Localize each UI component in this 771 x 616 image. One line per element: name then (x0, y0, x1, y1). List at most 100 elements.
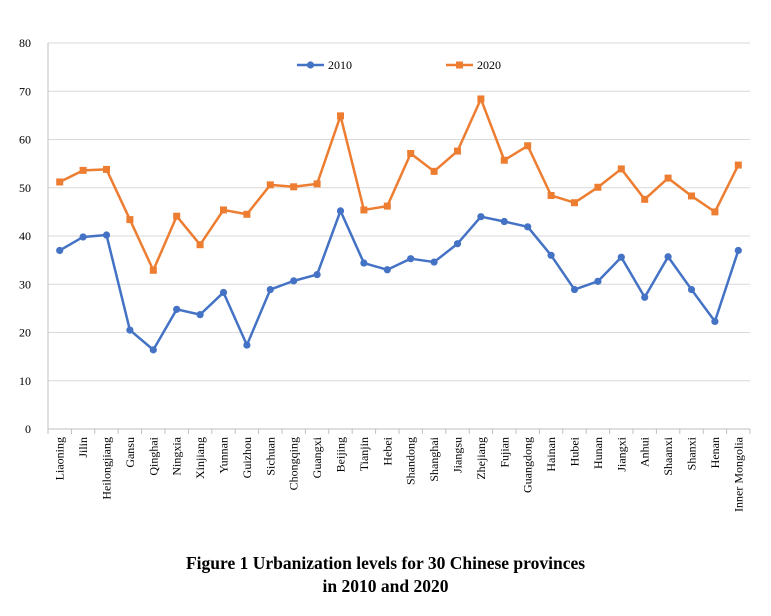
figure-caption-line-2: in 2010 and 2020 (322, 576, 449, 596)
point-2010-hebei (383, 266, 391, 274)
x-tick-label-hubei: Hubei (568, 436, 582, 466)
y-tick-label-40: 40 (19, 229, 31, 243)
series (56, 95, 742, 354)
point-2010-hubei (570, 285, 579, 294)
point-2020-gansu (126, 216, 134, 224)
x-tick-label-anhui: Anhui (638, 436, 652, 467)
point-2020-guangdong (524, 142, 532, 150)
point-2010-zhejiang (477, 213, 485, 221)
point-2020-tianjin (360, 206, 368, 214)
point-2010-gansu (126, 326, 134, 334)
point-2010-hunan (594, 277, 602, 285)
point-2010-jiangxi (617, 253, 625, 261)
x-tick-label-gansu: Gansu (123, 437, 137, 468)
x-tick-label-jiangxi: Jiangxi (614, 436, 628, 471)
point-2010-hainan (547, 251, 555, 259)
point-2010-fujian (500, 217, 508, 226)
point-2010-anhui (641, 293, 649, 301)
legend-label-2020: 2020 (477, 58, 501, 72)
point-2020-anhui (641, 195, 649, 203)
y-axis-tick-labels: 0 10 20 30 40 50 60 70 80 (19, 36, 31, 436)
point-2020-hunan (594, 183, 602, 191)
point-2020-henan (711, 208, 719, 216)
x-axis-tick-labels: Liaoning Jilin Heilongjiang Gansu Qinghai Nin… (53, 436, 746, 512)
y-tick-label-20: 20 (19, 326, 31, 340)
point-2010-jiangsu (453, 240, 462, 248)
x-tick-label-sichuan: Sichuan (263, 437, 277, 476)
x-tick-label-tianjin: Tianjin (357, 437, 371, 471)
point-2010-shaanxi (664, 253, 672, 261)
point-2010-ningxia (173, 305, 181, 313)
y-tick-label-70: 70 (19, 84, 31, 98)
x-tick-label-shandong: Shandong (404, 437, 418, 485)
y-tick-label-50: 50 (19, 181, 31, 195)
axes (47, 43, 751, 434)
x-tick-label-beijing: Beijing (334, 437, 348, 472)
x-tick-label-fujian: Fujian (497, 437, 511, 468)
point-2020-guizhou (243, 210, 251, 218)
x-tick-label-shanghai: Shanghai (427, 436, 441, 481)
point-2020-hebei (383, 202, 391, 210)
point-2020-xinjiang (196, 241, 204, 249)
point-2020-ningxia (173, 212, 181, 220)
x-tick-label-guangdong: Guangdong (521, 437, 535, 493)
series-line-2010 (59, 209, 740, 352)
point-2020-fujian (500, 156, 508, 164)
x-tick-label-zhejiang: Zhejiang (474, 437, 488, 480)
point-2010-xinjiang (196, 311, 204, 319)
y-tick-label-60: 60 (19, 133, 31, 147)
x-tick-label-chongqing: Chongqing (287, 437, 301, 490)
y-tick-label-10: 10 (19, 374, 31, 388)
x-tick-label-qinghai: Qinghai (146, 436, 160, 475)
point-2020-liaoning (56, 178, 64, 186)
point-2020-hainan (547, 191, 555, 199)
point-2010-yunnan (219, 288, 228, 297)
point-2020-sichuan (266, 181, 274, 189)
point-2020-shaanxi (664, 174, 672, 182)
point-2010-beijing (336, 207, 345, 215)
point-2010-inner-mongolia (734, 246, 742, 255)
point-2020-shanghai (430, 167, 438, 175)
legend-marker-2010 (306, 61, 315, 69)
x-tick-label-heilongjiang: Heilongjiang (100, 437, 114, 500)
legend-marker-2020 (456, 61, 463, 69)
legend-label-2010: 2010 (328, 58, 352, 72)
y-tick-label-80: 80 (19, 36, 31, 50)
point-2010-sichuan (266, 285, 274, 294)
x-tick-label-hainan: Hainan (544, 437, 558, 472)
x-tick-label-inner-mongolia: Inner Mongolia (731, 436, 745, 512)
figure-caption-line-1: Figure 1 Urbanization levels for 30 Chin… (185, 553, 586, 573)
point-2020-jilin (79, 166, 87, 174)
x-tick-label-ningxia: Ningxia (170, 436, 184, 475)
point-2020-shandong (407, 149, 415, 157)
point-2010-shandong (407, 255, 415, 263)
point-2010-shanghai (430, 258, 438, 266)
point-2010-guangxi (313, 271, 321, 279)
legend: 2010 2020 (297, 58, 501, 72)
point-2020-beijing (337, 112, 344, 120)
point-2020-jiangsu (454, 147, 461, 155)
x-tick-label-yunnan: Yunnan (217, 437, 231, 474)
series-line-2020 (59, 97, 740, 272)
point-2020-shanxi (688, 192, 695, 200)
x-tick-label-xinjiang: Xinjiang (193, 437, 207, 479)
x-tick-label-liaoning: Liaoning (53, 437, 67, 480)
point-2020-heilongjiang (103, 165, 110, 173)
x-tick-label-shaanxi: Shaanxi (661, 436, 675, 475)
x-tick-label-shanxi: Shanxi (685, 436, 699, 470)
x-tick-label-guangxi: Guangxi (310, 436, 324, 478)
gridlines (48, 42, 750, 382)
point-2010-shanxi (687, 285, 696, 294)
point-2010-chongqing (290, 277, 298, 285)
point-2020-qinghai (149, 266, 157, 274)
point-2020-inner-mongolia (734, 161, 742, 169)
point-2020-guangxi (313, 180, 321, 188)
point-2020-jiangxi (617, 165, 625, 173)
point-2010-tianjin (360, 259, 368, 267)
line-chart: 0 10 20 30 40 50 60 70 80 Liaoning Jilin Heilongji… (19, 36, 751, 512)
point-2010-guangdong (524, 223, 532, 231)
point-2010-henan (711, 317, 719, 326)
point-2020-yunnan (220, 206, 227, 214)
y-tick-label-30: 30 (19, 277, 31, 291)
point-2010-heilongjiang (102, 231, 111, 239)
